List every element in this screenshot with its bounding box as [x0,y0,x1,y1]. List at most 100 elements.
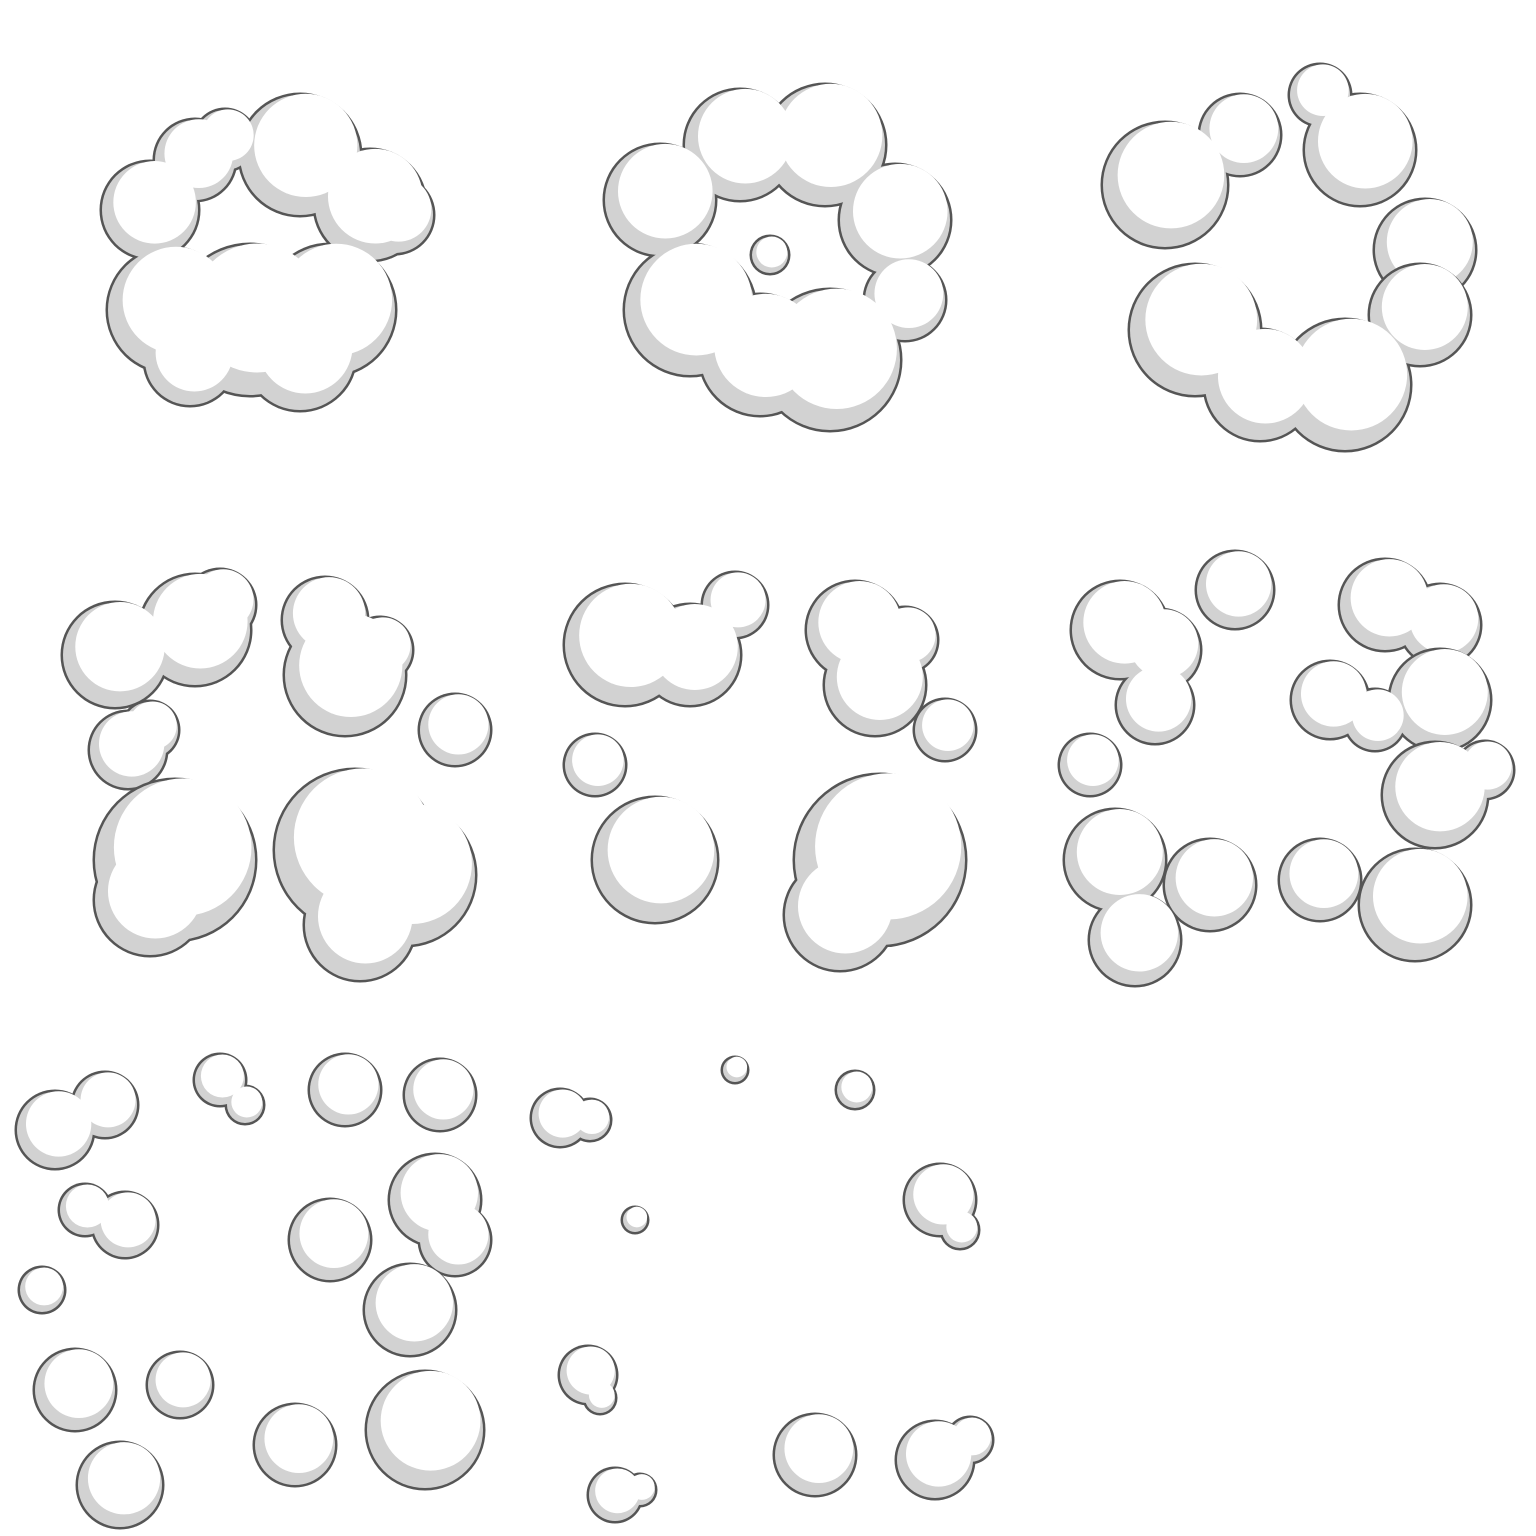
cloud-puff [804,579,940,738]
puff-highlight [1209,94,1279,163]
frame-3 [1100,62,1478,453]
puff-highlight [231,1086,263,1118]
cloud-puff [17,1265,67,1315]
puff-highlight [428,694,489,755]
puff-highlight [264,1404,334,1473]
puff-highlight [841,1071,873,1103]
puff-highlight [1067,734,1119,786]
cloud-puff [590,795,720,925]
puff-highlight [1076,809,1163,895]
puff-highlight [299,1199,369,1268]
puff-highlight [1125,666,1192,732]
cloud-puff [287,1197,373,1283]
puff-highlight [113,161,196,244]
cloud-puff [602,82,953,433]
cloud-puff [834,1069,876,1111]
cloud-puff [562,570,770,708]
cloud-puff [307,1052,383,1128]
puff-highlight [1395,741,1485,832]
cloud-puff [402,1057,478,1133]
cloud-puff [57,1182,160,1260]
cloud-puff [1289,647,1493,753]
cloud-puff [562,732,628,798]
puff-highlight [1372,848,1468,944]
puff-highlight [25,1091,92,1157]
puff-highlight [922,699,974,751]
cloud-puff [272,767,478,983]
puff-highlight [651,604,738,690]
cloud-puff [92,777,258,958]
frame-5 [562,570,978,973]
puff-highlight [626,1206,648,1228]
cloud-puff [894,1415,995,1501]
cloud-puff [32,1347,118,1433]
puff-highlight [779,83,883,187]
puff-highlight [202,109,254,161]
puff-highlight [1409,584,1479,653]
puff-highlight [628,1474,655,1500]
puff-highlight [784,1414,854,1483]
puff-highlight [375,1264,454,1342]
puff-highlight [317,868,413,964]
puff-highlight [1401,649,1488,735]
cloud-puff [60,567,258,710]
cloud-puff [557,1344,619,1416]
puff-highlight [1289,839,1359,908]
puff-highlight [200,1054,244,1098]
cloud-puff [912,697,978,763]
puff-highlight [1117,121,1225,229]
puff-highlight [155,314,234,392]
puff-highlight [355,617,411,673]
cloud-puff [1069,579,1203,746]
cloud-puff [1277,837,1473,963]
cloud-puff [145,1350,215,1420]
puff-highlight [65,1184,109,1228]
cloud-puff [87,699,181,791]
puff-highlight [365,176,432,242]
puff-highlight [588,1382,615,1408]
cloud-puff [14,1070,140,1171]
puff-highlight [697,88,793,184]
puff-highlight [852,163,948,259]
cloud-puff [75,1440,165,1530]
frame-7 [14,1052,493,1530]
puff-highlight [726,1056,748,1078]
cloud-puff [1062,807,1258,988]
frame-1 [99,92,436,413]
frame-2 [602,82,953,433]
cloud-puff [252,1402,338,1488]
puff-highlight [428,1204,489,1265]
cloud-puff [364,1369,486,1491]
puff-highlight [595,1468,640,1514]
frame-6 [1057,549,1516,988]
puff-highlight [1297,64,1349,116]
puff-highlight [1205,551,1272,617]
cloud-puff [772,1412,858,1498]
puff-highlight [797,858,893,954]
cloud-puff [1194,549,1276,631]
cloud-puff [749,234,791,276]
puff-highlight [1381,264,1468,350]
cloud-puff [529,1087,613,1149]
puff-highlight [710,572,766,628]
cloud-puff [1127,262,1473,453]
puff-highlight [1295,318,1408,431]
puff-highlight [574,1099,610,1135]
cloud-puff [620,1205,650,1235]
puff-highlight [776,288,897,409]
puff-highlight [880,607,936,663]
puff-highlight [107,843,203,939]
puff-highlight [617,143,713,239]
cloud-puff [1380,739,1516,850]
puff-highlight [1129,609,1199,678]
puff-highlight [572,734,624,786]
puff-highlight [100,1192,156,1248]
puff-highlight [155,1352,211,1408]
puff-highlight [1300,661,1367,727]
cloud-puff [720,1055,750,1085]
puff-highlight [80,1072,136,1128]
cloud-puff [192,1052,266,1126]
puff-highlight [193,569,254,630]
puff-highlight [1217,328,1313,424]
cloud-puff [1337,557,1483,668]
